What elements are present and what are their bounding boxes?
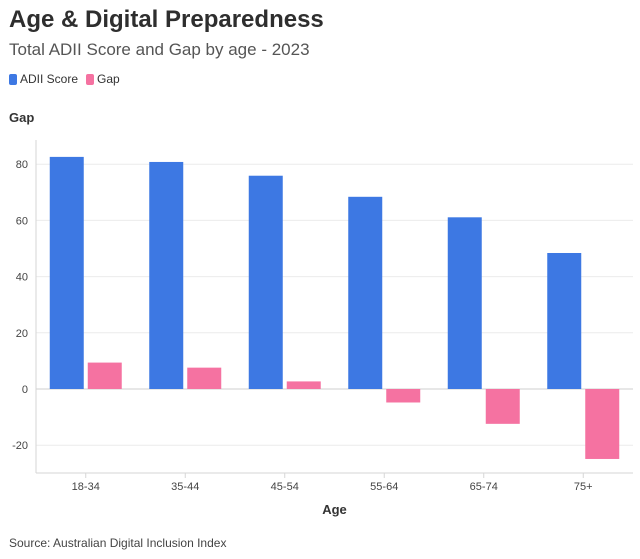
y-tick-label: -20 (12, 440, 28, 452)
bar-adii-score-75+[interactable] (547, 252, 582, 389)
bar-adii-score-55-64[interactable] (348, 196, 383, 389)
y-axis-title: Gap (9, 110, 35, 125)
legend-swatch-gap (86, 73, 95, 85)
bar-gap-18-34[interactable] (87, 362, 122, 389)
y-tick-label: 60 (16, 215, 28, 227)
bar-gap-75+[interactable] (585, 389, 620, 459)
y-tick-label: 80 (16, 159, 28, 171)
chart-title: Age & Digital Preparedness (9, 6, 324, 33)
bar-gap-45-54[interactable] (286, 381, 321, 389)
source-note: Source: Australian Digital Inclusion Ind… (9, 536, 227, 550)
chart-subtitle: Total ADII Score and Gap by age - 2023 (9, 40, 310, 59)
legend-label-adii-score: ADII Score (20, 72, 79, 86)
legend-item-adii-score[interactable]: ADII Score (9, 72, 78, 86)
y-tick-label: 0 (22, 384, 28, 396)
bar-gap-35-44[interactable] (187, 367, 222, 389)
x-axis-title: Age (322, 502, 347, 517)
bar-gap-65-74[interactable] (485, 389, 520, 424)
bar-adii-score-18-34[interactable] (49, 156, 84, 389)
x-tick-label: 18-34 (72, 481, 100, 493)
y-tick-label: 20 (16, 328, 28, 340)
x-tick-label: 75+ (574, 481, 593, 493)
bar-gap-55-64[interactable] (386, 389, 421, 403)
bar-adii-score-35-44[interactable] (149, 161, 184, 389)
legend: ADII Score Gap (9, 72, 120, 86)
x-tick-label: 35-44 (171, 481, 199, 493)
y-tick-label: 40 (16, 272, 28, 284)
bar-adii-score-65-74[interactable] (447, 217, 482, 389)
x-tick-label: 65-74 (470, 481, 498, 493)
legend-label-gap: Gap (97, 72, 120, 86)
legend-swatch-adii-score (9, 73, 17, 85)
x-tick-label: 55-64 (370, 481, 398, 493)
legend-item-gap[interactable]: Gap (86, 72, 120, 86)
bar-adii-score-45-54[interactable] (248, 175, 283, 389)
x-tick-label: 45-54 (271, 481, 299, 493)
